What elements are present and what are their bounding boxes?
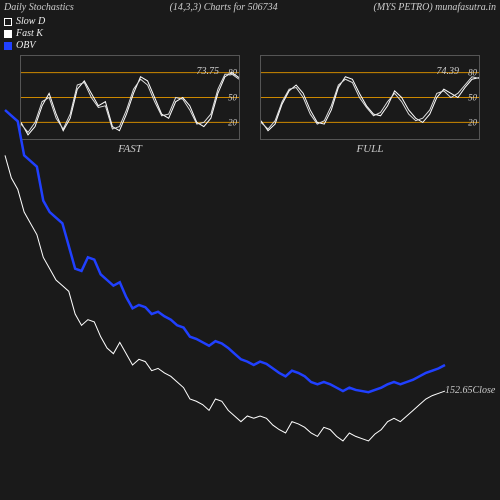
legend-box-obv [4, 42, 12, 50]
main-chart: 152.65Close [0, 100, 500, 500]
full-value-label: 74.39 [437, 66, 460, 77]
close-label: 152.65Close [445, 385, 495, 396]
svg-text:80: 80 [468, 68, 477, 78]
fast-value-label: 73.75 [197, 66, 220, 77]
legend-box-fast-k [4, 30, 12, 38]
legend-slow-d: Slow D [4, 16, 45, 28]
header-left: Daily Stochastics [4, 2, 74, 13]
legend-obv: OBV [4, 40, 45, 52]
legend-fast-k: Fast K [4, 28, 45, 40]
legend-box-slow-d [4, 18, 12, 26]
legend: Slow D Fast K OBV [4, 16, 45, 52]
header-center: (14,3,3) Charts for 506734 [170, 2, 278, 13]
header-right: (MYS PETRO) munafasutra.in [374, 2, 497, 13]
